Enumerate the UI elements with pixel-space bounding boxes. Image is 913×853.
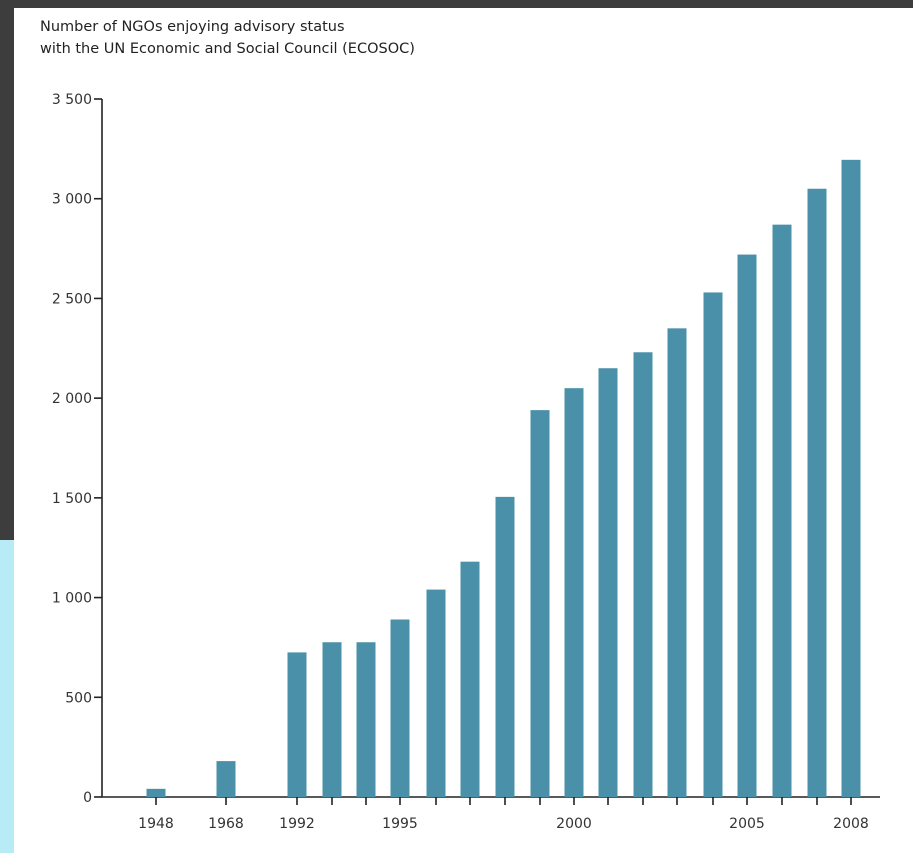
bar: [772, 224, 792, 797]
bar: [564, 388, 584, 797]
y-tick-label: 1 500: [52, 491, 92, 507]
bar: [146, 788, 166, 797]
bar: [460, 561, 480, 797]
y-tick-label: 3 000: [52, 192, 92, 208]
x-tick-label: 2005: [729, 816, 765, 832]
bar: [356, 642, 376, 797]
y-tick-label: 2 500: [52, 291, 92, 307]
x-tick-label: 1995: [382, 816, 418, 832]
bar: [530, 410, 550, 797]
x-tick-label: 1968: [208, 816, 244, 832]
x-tick-label: 2008: [833, 816, 869, 832]
x-tick-label: 1948: [138, 816, 174, 832]
bar: [495, 496, 515, 797]
x-axis: 1948 1968 1992 1995 2000 2005 2008: [102, 796, 880, 832]
bar: [737, 254, 757, 797]
y-tick-label: 0: [83, 790, 92, 806]
bar: [633, 352, 653, 797]
y-axis: 0 500 1 000 1 500 2 000 2 500 3 000 3 500: [52, 92, 103, 806]
bar: [703, 292, 723, 797]
bar: [841, 159, 861, 798]
chart-title: Number of NGOs enjoying advisory status …: [40, 16, 415, 60]
bar: [322, 642, 342, 797]
x-tick-label: 2000: [556, 816, 592, 832]
bar: [426, 589, 446, 797]
window-frame-left: [0, 0, 14, 540]
window-frame-top: [0, 0, 913, 8]
bar: [216, 761, 236, 797]
bars: [146, 159, 861, 798]
y-tick-label: 500: [65, 690, 92, 706]
x-tick-label: 1992: [279, 816, 315, 832]
bar: [390, 619, 410, 797]
y-tick-label: 3 500: [52, 92, 92, 108]
y-tick-label: 1 000: [52, 591, 92, 607]
window-frame-left-accent: [0, 540, 14, 853]
bar: [598, 368, 618, 797]
chart-title-line-1: Number of NGOs enjoying advisory status: [40, 19, 345, 35]
bar: [287, 652, 307, 797]
chart-title-line-2: with the UN Economic and Social Council …: [40, 41, 415, 57]
bar: [807, 188, 827, 797]
y-tick-label: 2 000: [52, 391, 92, 407]
bar: [667, 328, 687, 797]
